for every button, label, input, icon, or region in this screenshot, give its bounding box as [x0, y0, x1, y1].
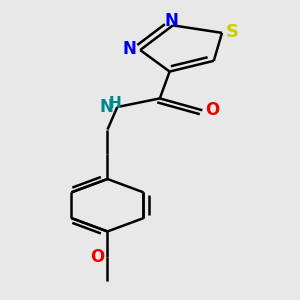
- Text: H: H: [109, 96, 122, 111]
- Text: N: N: [100, 98, 114, 116]
- Text: O: O: [91, 248, 105, 266]
- Text: O: O: [205, 101, 219, 119]
- Text: N: N: [164, 12, 178, 30]
- Text: S: S: [225, 23, 238, 41]
- Text: N: N: [123, 40, 137, 58]
